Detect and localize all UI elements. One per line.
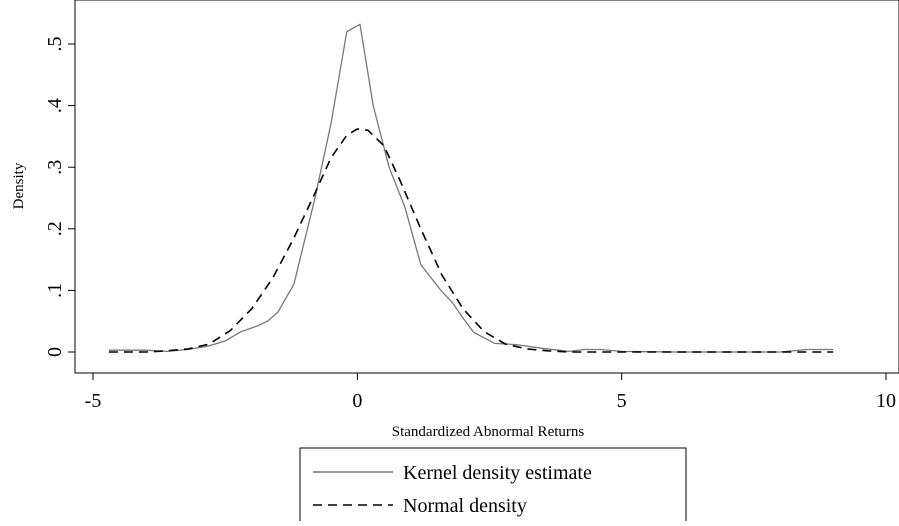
kernel-density-line bbox=[108, 23, 834, 353]
x-tick-label: -5 bbox=[85, 390, 102, 412]
y-tick-label: .1 bbox=[44, 283, 66, 298]
y-axis: 0 .1 .2 .3 .4 .5 bbox=[44, 37, 75, 357]
x-axis-title: Standardized Abnormal Returns bbox=[392, 424, 585, 440]
normal-density-line bbox=[108, 128, 834, 353]
y-tick-label: .2 bbox=[44, 221, 66, 236]
legend-label-kernel: Kernel density estimate bbox=[403, 462, 592, 484]
y-tick-label: .5 bbox=[44, 37, 66, 52]
x-axis: -5 0 5 10 bbox=[85, 373, 896, 412]
plot-frame bbox=[74, 0, 899, 374]
series-layer bbox=[108, 23, 834, 353]
legend: Kernel density estimate Normal density bbox=[299, 447, 687, 526]
legend-box bbox=[299, 447, 687, 526]
x-tick-label: 0 bbox=[352, 390, 362, 412]
legend-label-normal: Normal density bbox=[403, 495, 527, 517]
y-tick-label: .3 bbox=[44, 160, 66, 175]
x-tick-label: 5 bbox=[617, 390, 627, 412]
x-tick-label: 10 bbox=[876, 390, 896, 412]
y-tick-label: .4 bbox=[44, 98, 66, 113]
y-tick-label: 0 bbox=[44, 347, 66, 357]
y-axis-title: Density bbox=[11, 162, 27, 209]
